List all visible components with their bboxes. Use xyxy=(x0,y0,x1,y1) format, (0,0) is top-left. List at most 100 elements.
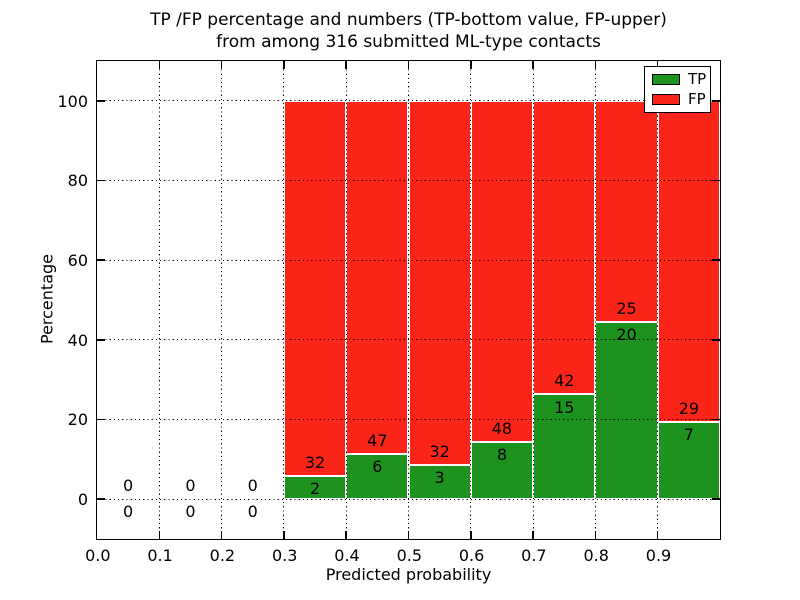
x-tick-mark xyxy=(283,61,285,69)
bar-tp-segment xyxy=(533,394,596,500)
x-tick-label: 0.5 xyxy=(396,546,423,565)
tp-count-label: 2 xyxy=(309,478,321,498)
bar-tp-segment xyxy=(657,421,720,500)
legend-entry-tp: TP xyxy=(652,70,707,88)
tp-count-label: 0 xyxy=(247,502,258,522)
y-tick-mark xyxy=(712,339,720,341)
tp-count-label: 0 xyxy=(123,502,134,522)
x-tick-mark xyxy=(470,61,472,69)
x-tick-mark xyxy=(283,531,285,539)
fp-count-label: 0 xyxy=(123,476,134,496)
y-tick-label: 100 xyxy=(57,91,88,111)
vertical-gridline xyxy=(408,61,409,539)
chart-title-line1: TP /FP percentage and numbers (TP-bottom… xyxy=(150,10,667,30)
fp-swatch-icon xyxy=(652,94,680,105)
x-tick-label: 0.8 xyxy=(583,546,609,565)
tp-count-label: 7 xyxy=(683,425,694,445)
chart-title-line2: from among 316 submitted ML-type contact… xyxy=(216,32,601,52)
y-tick-mark xyxy=(97,418,105,421)
legend: TP FP xyxy=(644,66,711,113)
x-tick-label: 0.4 xyxy=(334,546,360,565)
bar-tp-segment xyxy=(346,454,409,500)
y-tick-mark xyxy=(97,100,105,102)
y-tick-mark xyxy=(712,179,720,182)
x-tick-mark xyxy=(220,61,223,69)
x-tick-mark xyxy=(594,531,597,539)
tp-count-label: 15 xyxy=(554,397,575,417)
bar-tp-segment xyxy=(408,464,471,500)
x-tick-mark xyxy=(656,531,659,539)
tp-count-label: 0 xyxy=(185,502,196,522)
fp-count-label: 29 xyxy=(678,398,700,418)
vertical-gridline xyxy=(594,61,596,539)
vertical-gridline xyxy=(657,61,659,539)
x-tick-label: 0.6 xyxy=(458,546,485,565)
y-tick-label: 0 xyxy=(77,489,88,509)
y-tick-mark xyxy=(712,259,720,261)
y-tick-label: 20 xyxy=(67,410,88,430)
x-tick-mark xyxy=(158,61,161,69)
legend-entry-fp: FP xyxy=(652,90,706,108)
y-tick-mark xyxy=(712,498,720,500)
y-tick-label: 60 xyxy=(67,250,88,270)
fp-count-label: 32 xyxy=(304,452,326,472)
fp-count-label: 0 xyxy=(247,476,258,496)
x-tick-mark xyxy=(532,531,534,539)
x-tick-mark xyxy=(158,531,161,539)
y-tick-mark xyxy=(97,339,105,341)
fp-count-label: 48 xyxy=(491,419,513,439)
y-tick-label: 40 xyxy=(67,330,88,350)
vertical-gridline xyxy=(345,61,347,539)
vertical-gridline xyxy=(221,61,223,539)
x-tick-label: 0.9 xyxy=(645,546,672,565)
fp-count-label: 25 xyxy=(616,299,637,319)
y-tick-mark xyxy=(712,418,720,421)
y-tick-mark xyxy=(712,100,720,102)
legend-label-fp: FP xyxy=(688,90,706,108)
x-tick-mark xyxy=(220,531,223,539)
fp-count-label: 32 xyxy=(429,441,450,461)
x-tick-mark xyxy=(345,531,347,539)
x-tick-mark xyxy=(407,61,410,69)
vertical-gridline xyxy=(532,61,534,539)
vertical-gridline xyxy=(158,61,160,539)
tp-count-label: 20 xyxy=(616,325,637,345)
tp-swatch-icon xyxy=(652,74,680,85)
legend-label-tp: TP xyxy=(688,70,707,88)
y-tick-mark xyxy=(97,179,105,182)
bar-fp-segment xyxy=(346,100,409,455)
tp-count-label: 6 xyxy=(372,457,383,477)
fp-count-label: 47 xyxy=(367,431,388,450)
x-tick-mark xyxy=(532,61,534,69)
fp-count-label: 0 xyxy=(185,476,196,496)
x-axis-label: Predicted probability xyxy=(325,565,492,584)
x-tick-label: 0.7 xyxy=(521,546,547,565)
bar-fp-segment xyxy=(533,100,596,395)
x-tick-mark xyxy=(407,531,410,539)
y-axis-label: Percentage xyxy=(37,253,57,345)
bar-fp-segment xyxy=(408,100,471,465)
vertical-gridline xyxy=(470,61,472,539)
x-tick-label: 0.1 xyxy=(147,546,173,565)
y-tick-label: 80 xyxy=(67,171,88,191)
x-tick-mark xyxy=(656,61,659,69)
bar-tp-segment xyxy=(595,322,658,500)
bar-fp-segment xyxy=(283,100,347,476)
x-tick-label: 0.2 xyxy=(209,546,236,565)
vertical-gridline xyxy=(283,61,285,539)
bar-fp-segment xyxy=(657,100,720,422)
x-tick-mark xyxy=(470,531,472,539)
x-tick-mark xyxy=(594,61,597,69)
y-tick-mark xyxy=(97,498,105,500)
bar-fp-segment xyxy=(470,100,534,443)
x-tick-mark xyxy=(345,61,347,69)
plot-area: 0 0 0 0 0 0 32 2 47 6 32 3 48 8 42 15 25 20 29 7 TP FP xyxy=(96,60,721,540)
y-tick-mark xyxy=(97,259,105,261)
tp-count-label: 3 xyxy=(434,468,445,488)
fp-count-label: 42 xyxy=(554,371,575,391)
bar-fp-segment xyxy=(595,100,658,323)
tp-count-label: 8 xyxy=(496,445,508,465)
chart-title: TP /FP percentage and numbers (TP-bottom… xyxy=(97,9,720,53)
x-tick-label: 0.0 xyxy=(85,546,111,565)
